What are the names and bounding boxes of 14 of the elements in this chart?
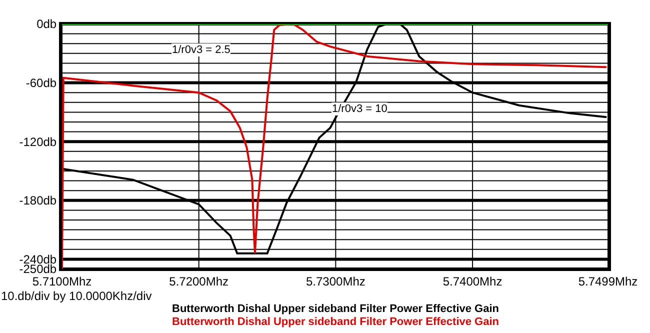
annotation: 1/r0v3 = 2.5 <box>172 44 230 56</box>
x-tick-label: 5.7100Mhz <box>32 274 92 288</box>
y-tick-label: -60db <box>26 76 57 90</box>
annotation: 1/r0v3 = 10 <box>332 103 388 115</box>
x-tick-label: 5.7300Mhz <box>306 274 366 288</box>
y-tick-label: -180db <box>19 194 57 208</box>
text: 10.db/div by 10.0000Khz/div <box>1 289 152 303</box>
text: Butterworth Dishal Upper sideband Filter Power Effective Gain <box>172 316 500 328</box>
y-tick-label: 0db <box>36 17 57 32</box>
x-tick-label: 5.7200Mhz <box>169 274 229 288</box>
x-tick-label: 5.7400Mhz <box>442 274 502 288</box>
x-tick-label: 5.7499Mhz <box>578 274 638 288</box>
text: Butterworth Dishal Upper sideband Filter Power Effective Gain <box>172 303 500 315</box>
y-tick-label: -120db <box>19 134 57 149</box>
